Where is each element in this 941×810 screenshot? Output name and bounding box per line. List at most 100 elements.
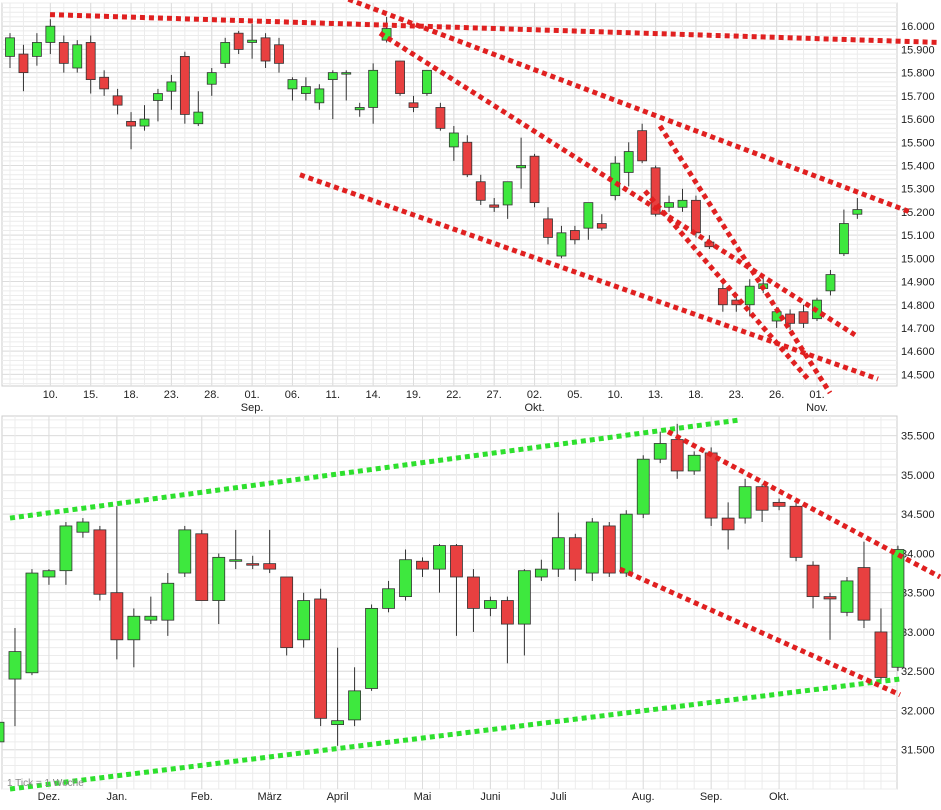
- x-tick-label: 10.: [608, 389, 623, 401]
- candle-up: [354, 107, 365, 111]
- candle-down: [450, 545, 463, 578]
- x-tick-label: 02.: [527, 389, 542, 401]
- candle-down: [85, 42, 96, 80]
- x-tick-label: 15.: [83, 389, 98, 401]
- candle-down: [475, 181, 486, 201]
- x-tick-label: März: [257, 791, 281, 803]
- weekly-chart-panel: 35.500 35.000 34.500 34.000 33.500 33.000 32.5…: [0, 415, 941, 803]
- candle-up: [623, 151, 634, 173]
- candle-down: [416, 560, 429, 570]
- candle-up: [840, 580, 854, 613]
- y-tick-label: 15.600: [901, 114, 935, 126]
- candle-up: [744, 285, 755, 306]
- candle-down: [755, 486, 769, 511]
- candle-up: [534, 568, 548, 578]
- candle-up: [25, 572, 39, 674]
- candle-down: [260, 37, 271, 62]
- candle-down: [110, 592, 124, 641]
- y-tick-label: 14.700: [901, 323, 935, 335]
- candle-up: [178, 529, 192, 574]
- candle-up: [556, 232, 567, 257]
- trendline-red: [343, 0, 911, 215]
- candle-up: [891, 549, 905, 668]
- x-tick-label: 06.: [285, 389, 300, 401]
- trendlines: [49, 0, 941, 395]
- candle-up: [331, 720, 345, 726]
- candle-up: [677, 199, 688, 208]
- x-tick-sublabel: Sep.: [241, 402, 264, 414]
- y-tick-label: 16.000: [901, 21, 935, 33]
- trendline-green: [9, 676, 901, 792]
- x-tick-label: 27.: [487, 389, 502, 401]
- candle-up: [825, 274, 836, 292]
- candle-down: [462, 141, 473, 176]
- candle-up: [0, 721, 5, 743]
- x-tick-label: April: [327, 791, 349, 803]
- y-tick-label: 34.000: [901, 548, 935, 560]
- candle-down: [785, 313, 795, 324]
- trendline-red: [378, 31, 857, 338]
- candle-down: [179, 55, 190, 115]
- candle-down: [246, 563, 260, 566]
- candle-up: [161, 582, 175, 621]
- trendline-green: [9, 417, 741, 521]
- candle-up: [72, 44, 83, 69]
- candle-up: [687, 454, 701, 472]
- x-tick-label: Jan.: [106, 791, 127, 803]
- y-tick-label: 35.000: [901, 470, 935, 482]
- candle-down: [772, 501, 786, 507]
- candle-up: [382, 588, 395, 609]
- candle-down: [314, 598, 328, 719]
- candle-up: [220, 42, 231, 64]
- candle-down: [721, 517, 735, 531]
- x-tick-label: Mai: [414, 791, 432, 803]
- x-tick-sublabel: Okt.: [524, 402, 544, 414]
- candle-up: [314, 88, 325, 104]
- x-tick-label: Aug.: [632, 791, 655, 803]
- candle-up: [585, 521, 599, 574]
- candle-up: [193, 111, 204, 125]
- x-tick-label: Juli: [550, 791, 567, 803]
- candle-up: [300, 86, 311, 94]
- candle-up: [517, 570, 531, 625]
- candle-up: [139, 118, 150, 127]
- candle-down: [602, 525, 616, 574]
- candle-down: [596, 223, 607, 229]
- candle-up: [42, 570, 56, 578]
- candle-up: [636, 458, 650, 515]
- candle-down: [529, 155, 540, 204]
- candle-down: [704, 452, 718, 519]
- candle-down: [233, 32, 244, 50]
- x-tick-label: 28.: [204, 389, 219, 401]
- candle-down: [798, 311, 809, 324]
- candle-up: [502, 181, 513, 206]
- y-tick-label: 32.500: [901, 666, 935, 678]
- trendline-red: [618, 566, 902, 698]
- candle-down: [126, 120, 136, 127]
- x-tick-label: 10.: [43, 389, 58, 401]
- candle-up: [327, 72, 338, 80]
- trendline-red: [657, 124, 833, 395]
- candle-down: [568, 537, 582, 570]
- y-tick-label: 15.700: [901, 91, 935, 103]
- x-tick-label: Sep.: [700, 791, 723, 803]
- candle-up: [341, 72, 352, 75]
- x-tick-label: 18.: [123, 389, 138, 401]
- candle-up: [348, 690, 361, 721]
- x-tick-sublabel: Nov.: [806, 402, 828, 414]
- x-tick-label: 01.: [809, 389, 824, 401]
- y-tick-label: 34.500: [901, 509, 935, 521]
- trendline-red: [643, 189, 812, 383]
- tick-note: 1 Tick = 1 Woche: [7, 778, 84, 789]
- candle-up: [433, 545, 446, 570]
- candle-down: [93, 529, 107, 595]
- x-tick-label: 23.: [729, 389, 744, 401]
- x-tick-label: Dez.: [38, 791, 61, 803]
- daily-chart-panel: 16.000 15.900 15.800 15.700 15.600 15.500 15.4…: [1, 0, 941, 414]
- candle-down: [408, 102, 419, 108]
- candle-up: [206, 72, 217, 85]
- candle-up: [144, 615, 158, 621]
- candle-up: [247, 39, 258, 43]
